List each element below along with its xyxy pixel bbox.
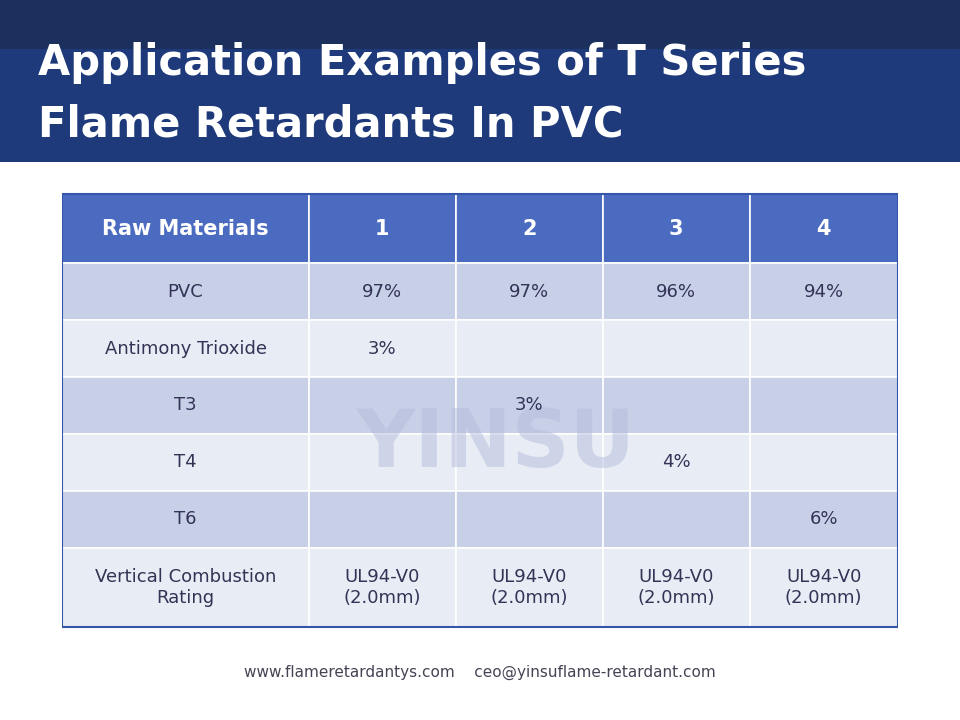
Text: T3: T3: [175, 397, 197, 415]
Text: T4: T4: [175, 454, 197, 472]
FancyBboxPatch shape: [750, 264, 898, 320]
FancyBboxPatch shape: [750, 434, 898, 491]
FancyBboxPatch shape: [750, 377, 898, 434]
FancyBboxPatch shape: [0, 0, 960, 49]
FancyBboxPatch shape: [62, 434, 309, 491]
Text: 2: 2: [522, 219, 537, 238]
FancyBboxPatch shape: [62, 548, 309, 627]
Text: 3%: 3%: [515, 397, 543, 415]
Text: 97%: 97%: [362, 283, 402, 301]
Text: 3%: 3%: [368, 340, 396, 358]
FancyBboxPatch shape: [456, 434, 603, 491]
Text: www.flameretardantys.com    ceo@yinsuflame-retardant.com: www.flameretardantys.com ceo@yinsuflame-…: [244, 665, 716, 680]
FancyBboxPatch shape: [309, 194, 456, 264]
Text: Application Examples of T Series: Application Examples of T Series: [38, 42, 806, 84]
FancyBboxPatch shape: [603, 548, 750, 627]
Text: PVC: PVC: [168, 283, 204, 301]
FancyBboxPatch shape: [309, 320, 456, 377]
FancyBboxPatch shape: [309, 434, 456, 491]
FancyBboxPatch shape: [603, 194, 750, 264]
Text: UL94-V0
(2.0mm): UL94-V0 (2.0mm): [637, 568, 715, 607]
FancyBboxPatch shape: [750, 320, 898, 377]
Text: YINSU: YINSU: [357, 406, 636, 484]
FancyBboxPatch shape: [0, 0, 960, 162]
FancyBboxPatch shape: [309, 491, 456, 548]
Text: 94%: 94%: [804, 283, 844, 301]
FancyBboxPatch shape: [309, 264, 456, 320]
Text: Raw Materials: Raw Materials: [103, 219, 269, 238]
FancyBboxPatch shape: [603, 320, 750, 377]
Text: Vertical Combustion
Rating: Vertical Combustion Rating: [95, 568, 276, 607]
FancyBboxPatch shape: [62, 377, 309, 434]
FancyBboxPatch shape: [750, 194, 898, 264]
Text: 1: 1: [375, 219, 390, 238]
FancyBboxPatch shape: [309, 548, 456, 627]
FancyBboxPatch shape: [62, 491, 309, 548]
FancyBboxPatch shape: [456, 320, 603, 377]
Text: Flame Retardants In PVC: Flame Retardants In PVC: [38, 104, 624, 145]
FancyBboxPatch shape: [456, 264, 603, 320]
Text: 4%: 4%: [662, 454, 690, 472]
FancyBboxPatch shape: [62, 320, 309, 377]
Text: 97%: 97%: [509, 283, 549, 301]
Text: 6%: 6%: [809, 510, 838, 528]
FancyBboxPatch shape: [603, 377, 750, 434]
FancyBboxPatch shape: [750, 548, 898, 627]
FancyBboxPatch shape: [603, 491, 750, 548]
FancyBboxPatch shape: [750, 491, 898, 548]
FancyBboxPatch shape: [456, 194, 603, 264]
FancyBboxPatch shape: [603, 434, 750, 491]
Text: UL94-V0
(2.0mm): UL94-V0 (2.0mm): [785, 568, 862, 607]
FancyBboxPatch shape: [62, 194, 309, 264]
Text: T6: T6: [175, 510, 197, 528]
FancyBboxPatch shape: [603, 264, 750, 320]
Text: 96%: 96%: [657, 283, 696, 301]
FancyBboxPatch shape: [456, 491, 603, 548]
Text: UL94-V0
(2.0mm): UL94-V0 (2.0mm): [344, 568, 421, 607]
Text: 4: 4: [816, 219, 831, 238]
FancyBboxPatch shape: [62, 264, 309, 320]
FancyBboxPatch shape: [456, 377, 603, 434]
Text: Antimony Trioxide: Antimony Trioxide: [105, 340, 267, 358]
FancyBboxPatch shape: [456, 548, 603, 627]
FancyBboxPatch shape: [309, 377, 456, 434]
Text: UL94-V0
(2.0mm): UL94-V0 (2.0mm): [491, 568, 568, 607]
Text: 3: 3: [669, 219, 684, 238]
